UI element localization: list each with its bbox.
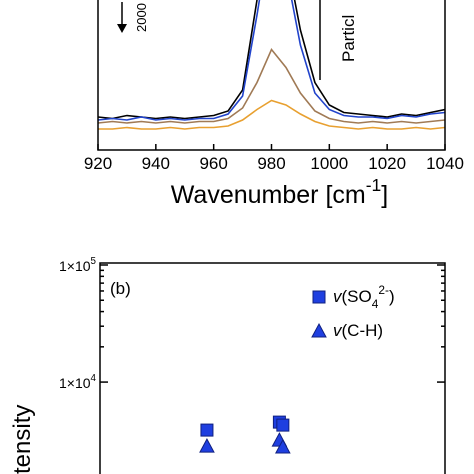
panel-label: (b) xyxy=(110,279,131,298)
spectra-panel: 920 940 960 980 1000 1020 1040 Wavenumber [cm-1… xyxy=(84,0,464,209)
data-point xyxy=(275,438,291,454)
x-axis-label: Wavenumber [cm-1] xyxy=(171,175,388,209)
annotation: Particl xyxy=(339,15,358,62)
legend-marker xyxy=(312,290,326,304)
data-point xyxy=(276,418,290,432)
arrow-head xyxy=(117,24,127,33)
data-point xyxy=(200,423,214,437)
x-tick-label: 980 xyxy=(257,154,285,173)
data-point xyxy=(199,438,215,453)
spectrum-line xyxy=(98,47,445,124)
legend-marker xyxy=(311,322,327,338)
plot-area xyxy=(98,0,445,130)
x-tick-label: 940 xyxy=(142,154,170,173)
x-tick-label: 1020 xyxy=(368,154,406,173)
x-tick-label: 1040 xyxy=(426,154,464,173)
x-tick-label: 1000 xyxy=(310,154,348,173)
axes xyxy=(99,262,446,474)
spectrum-line xyxy=(98,99,445,130)
annotation: 2000 xyxy=(134,3,149,32)
y-tick-label: 1×105 xyxy=(59,256,97,274)
plot-area xyxy=(199,415,291,454)
y-axis-label: tensity xyxy=(9,405,36,474)
spectrum-line xyxy=(98,0,445,120)
legend-label: v(SO42-) xyxy=(333,283,395,311)
axes xyxy=(97,0,446,151)
intensity-panel: 1×104 1×105 (b) tensity v(SO42-) v(C-H) xyxy=(9,256,446,474)
spectrum-line xyxy=(98,0,445,121)
x-tick-label: 960 xyxy=(199,154,227,173)
legend-label: v(C-H) xyxy=(333,321,383,340)
y-tick-label: 1×104 xyxy=(59,373,97,391)
x-tick-label: 920 xyxy=(84,154,112,173)
